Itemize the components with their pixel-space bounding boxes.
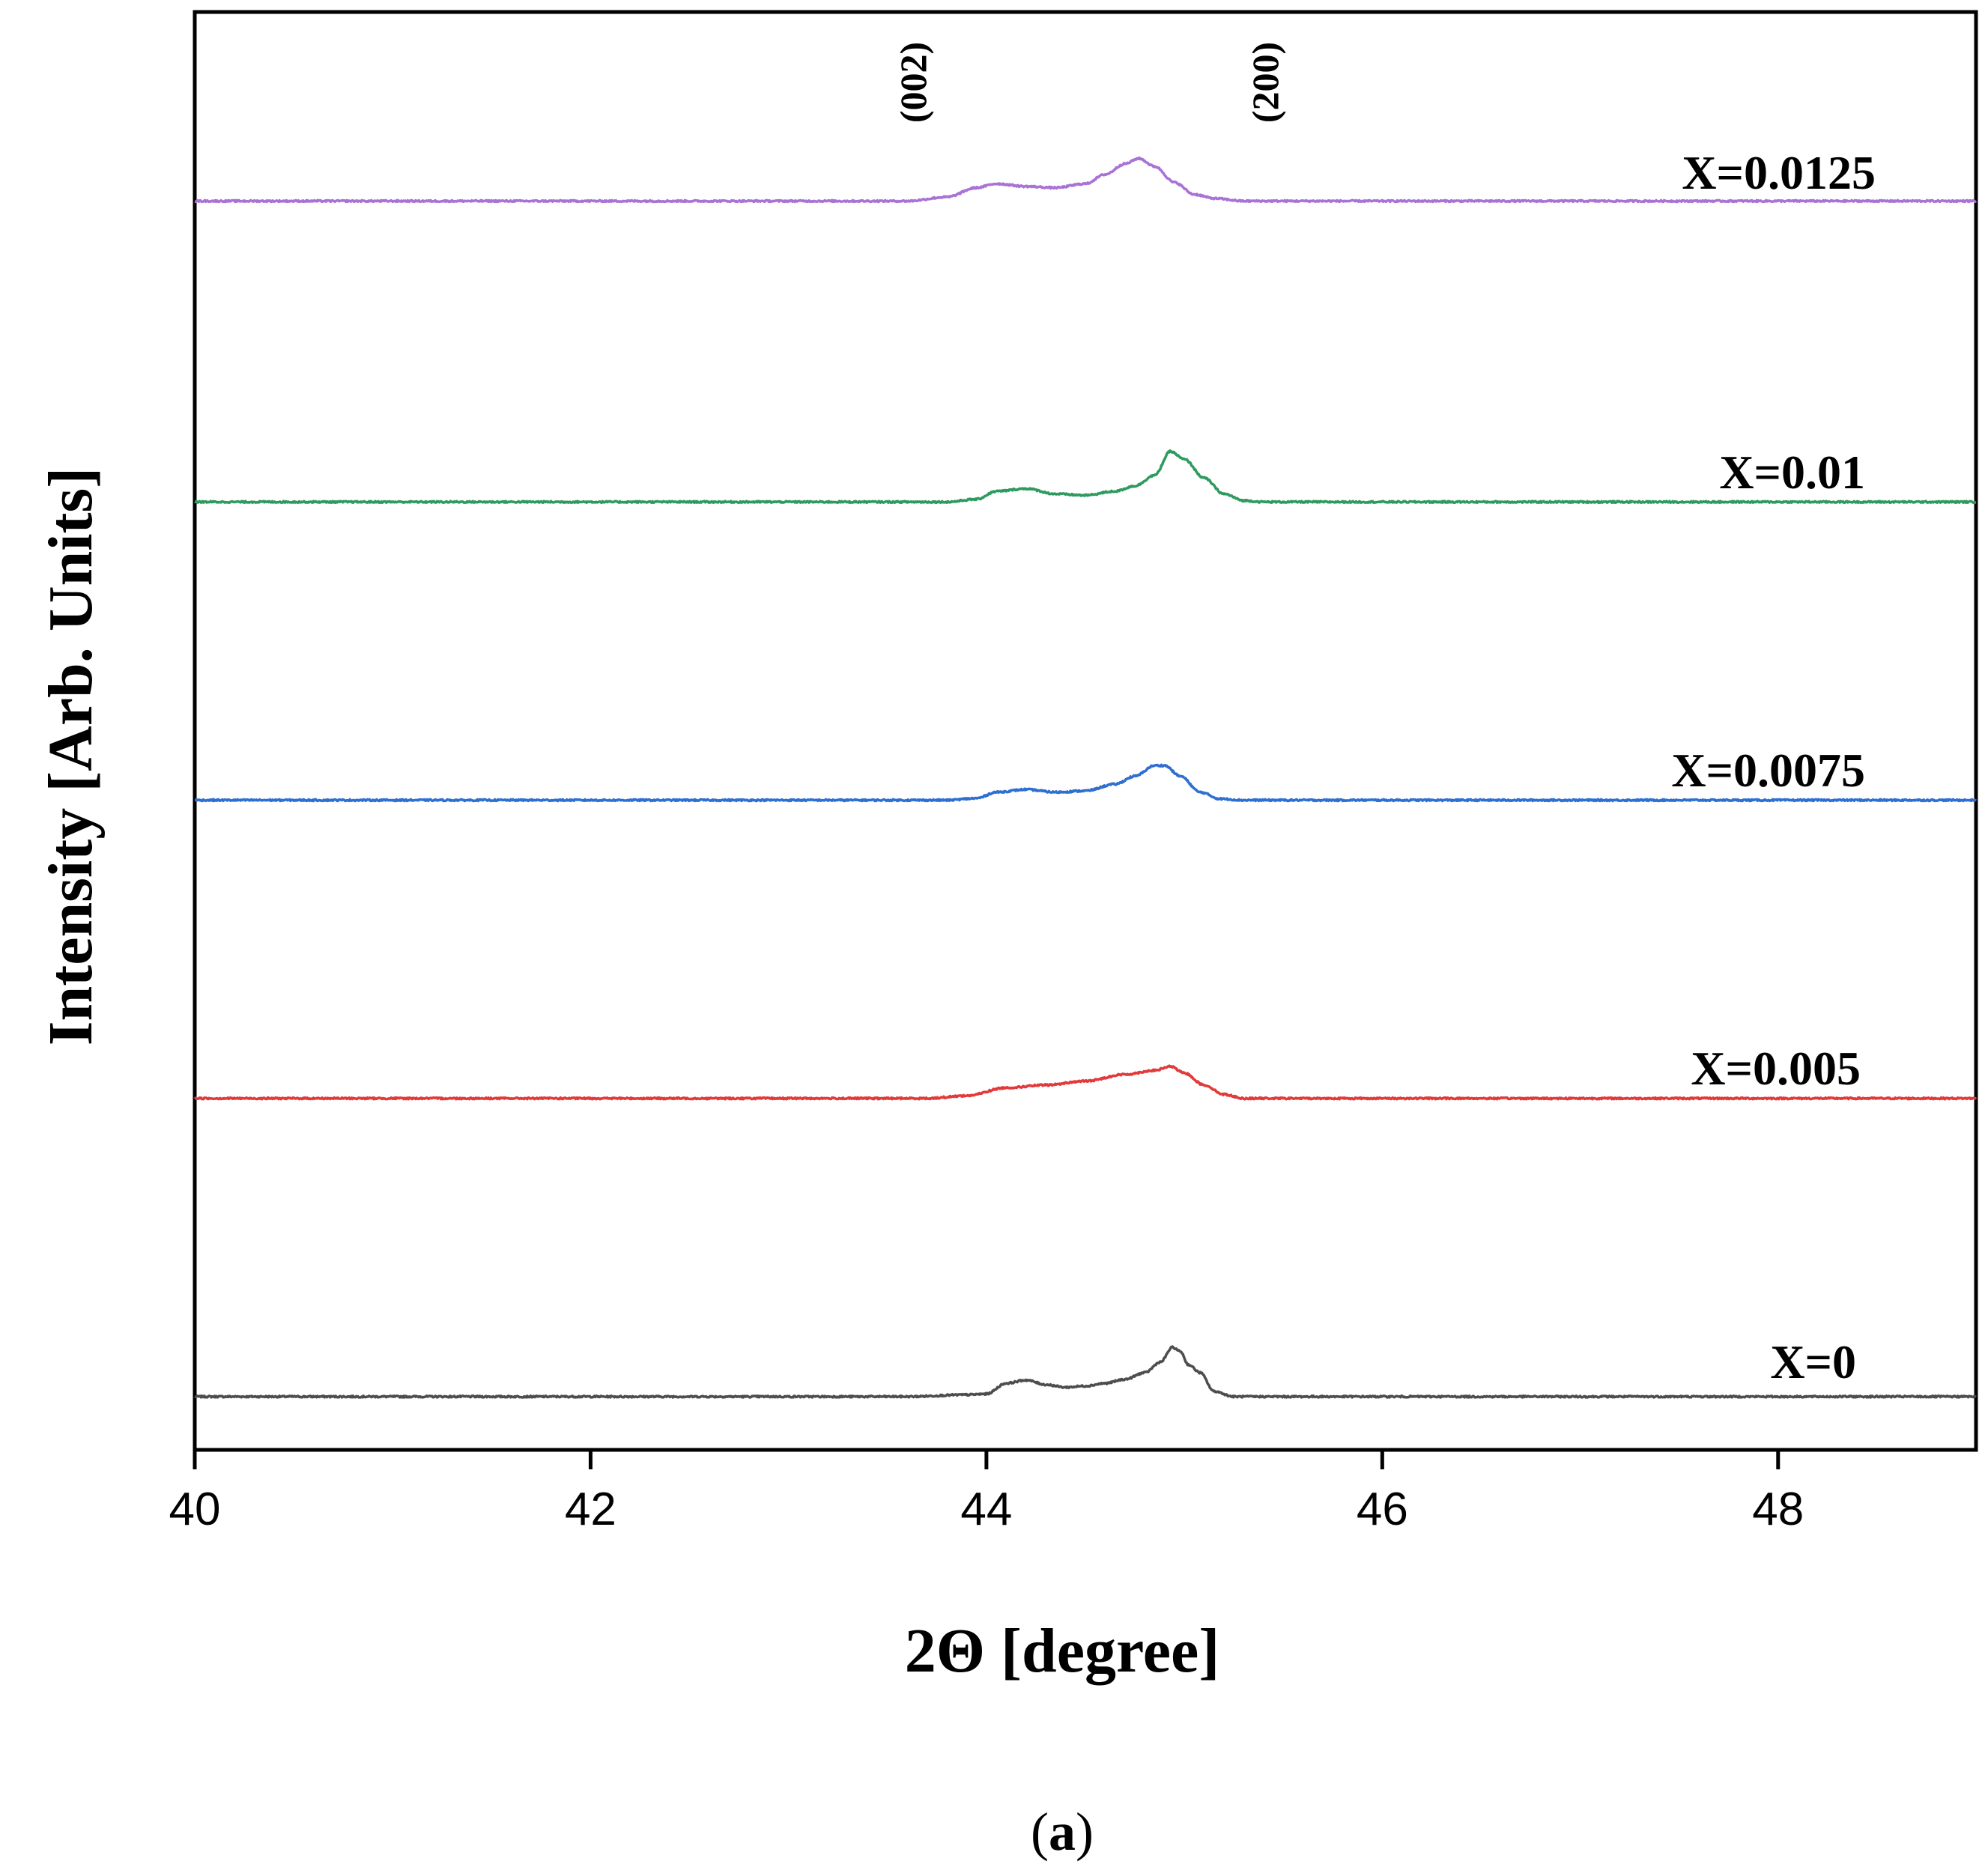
x-axis-tick-labels: 40 42 44 46 48 [169, 1484, 1804, 1535]
x-axis-ticks [193, 1450, 1781, 1469]
series-lines [193, 156, 1978, 1399]
series-label-x001: X=0.01 [1719, 446, 1865, 499]
series-label-x00125: X=0.0125 [1682, 146, 1876, 199]
series-label-x00075: X=0.0075 [1671, 744, 1865, 797]
peak-label-002: (002) [892, 42, 934, 123]
x-tick-label-46: 46 [1357, 1484, 1408, 1535]
caption-open: ( [1031, 1802, 1049, 1862]
series-line-2 [194, 763, 1978, 803]
plot-frame [193, 10, 1978, 1452]
x-tick-label-44: 44 [960, 1484, 1012, 1535]
series-line-1 [193, 1064, 1978, 1101]
caption-letter: a [1049, 1802, 1076, 1862]
series-line-0 [194, 1345, 1977, 1399]
series-label-x0: X=0 [1770, 1335, 1856, 1388]
caption-close: ) [1076, 1802, 1094, 1862]
series-label-x0005: X=0.005 [1691, 1042, 1861, 1095]
x-tick-label-40: 40 [169, 1484, 221, 1535]
x-tick-label-42: 42 [565, 1484, 616, 1535]
x-tick-label-48: 48 [1752, 1484, 1804, 1535]
y-axis-title: Intensity [Arb. Units] [36, 467, 106, 1045]
series-line-4 [194, 156, 1978, 204]
figure-caption: (a) [1031, 1802, 1094, 1862]
series-line-3 [194, 449, 1977, 505]
x-axis-title: 2Θ [degree] [905, 1616, 1220, 1686]
peak-label-200: (200) [1244, 42, 1286, 123]
